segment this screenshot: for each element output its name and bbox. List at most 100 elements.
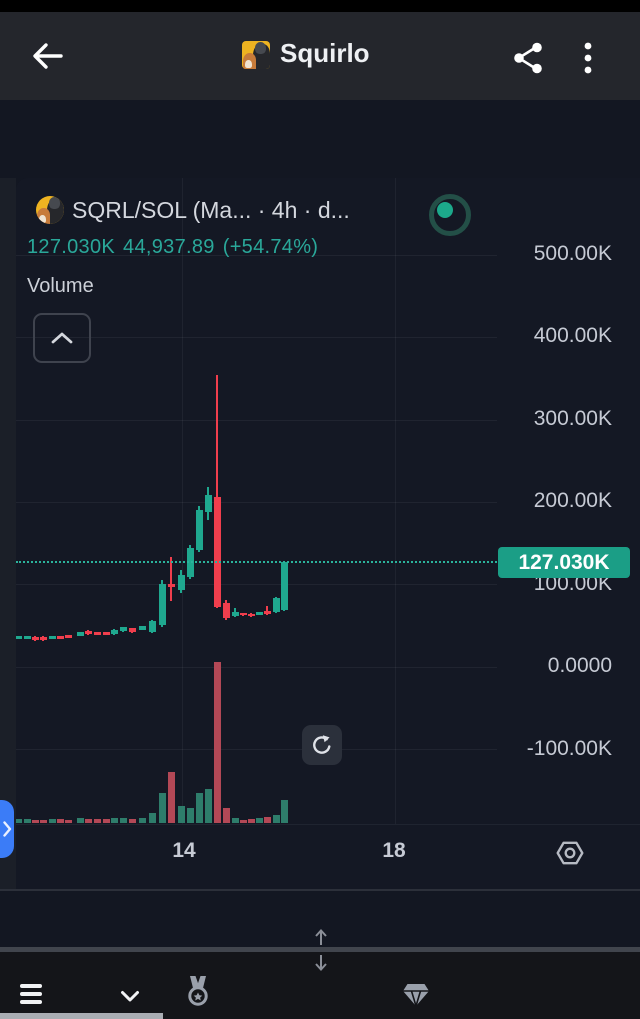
volume-bar [119, 818, 127, 823]
gem-icon [403, 984, 429, 1007]
volume-bar [239, 820, 247, 823]
candle-body [231, 612, 239, 616]
settings-hexagon-icon [556, 841, 584, 865]
candle-body [167, 583, 175, 588]
y-axis-label: 0.0000 [547, 654, 612, 677]
medal-icon [188, 976, 208, 1006]
volume-bar [23, 819, 31, 823]
resize-arrow-down-icon [315, 955, 327, 971]
volume-bar [247, 819, 255, 823]
symbol-title[interactable]: SQRL/SOL (Ma... · 4h · d... [72, 197, 350, 223]
candle-body [64, 635, 72, 638]
reset-view-button[interactable] [302, 725, 342, 765]
volume-bar [231, 818, 239, 823]
collapse-legend-button[interactable] [33, 313, 91, 363]
pane-resize-handle[interactable] [0, 947, 640, 952]
candle-body [213, 496, 221, 607]
volume-bar [222, 808, 230, 823]
app-bar: Squirlo [0, 12, 640, 100]
volume-bar [158, 793, 166, 823]
axis-settings-button[interactable] [552, 836, 588, 870]
last-price-line [16, 561, 497, 563]
token-avatar [242, 41, 270, 69]
volume-bar [16, 819, 22, 823]
price-change: (+54.74%) [222, 236, 319, 258]
candle-body [16, 635, 22, 639]
volume-bar [138, 818, 146, 823]
resize-arrow-up-icon [315, 929, 327, 945]
vertical-gridline [182, 178, 183, 824]
row-separator [0, 889, 640, 891]
candle-body [204, 495, 212, 512]
volume-legend[interactable]: Volume [27, 275, 94, 297]
volume-bar [64, 820, 72, 823]
volume-bar [177, 806, 185, 823]
price-scale[interactable]: 500.00K 400.00K 300.00K 200.00K 100.00K … [497, 178, 640, 824]
txns-list-icon [20, 984, 42, 1008]
candle-body [102, 632, 110, 635]
candle-body [239, 612, 247, 616]
volume-bar [255, 818, 263, 823]
refresh-icon [313, 735, 331, 754]
volume-bar [263, 817, 271, 823]
active-tab-indicator [0, 1013, 163, 1019]
market-status-ring [429, 194, 471, 236]
horizontal-gridline [16, 337, 497, 338]
price-summary: 127.030K 44,937.89 (+54.74%) [27, 236, 326, 259]
back-button[interactable] [28, 36, 68, 76]
volume-bar [48, 819, 56, 823]
quote-value: 44,937.89 [123, 236, 215, 258]
candle-body [195, 510, 203, 550]
y-axis-label: -100.00K [526, 737, 612, 760]
chevron-down-icon[interactable] [120, 990, 140, 1003]
volume-bar [39, 820, 47, 823]
last-price-tag: 127.030K [498, 547, 630, 578]
y-axis-label: 500.00K [533, 242, 612, 265]
share-button[interactable] [508, 38, 548, 78]
y-axis-label: 400.00K [533, 324, 612, 347]
horizontal-gridline [16, 667, 497, 668]
candle-body [48, 635, 56, 639]
side-panel-handle[interactable] [0, 800, 14, 858]
candle-body [76, 632, 84, 636]
candle-body [247, 613, 255, 617]
last-price: 127.030K [27, 236, 116, 258]
back-arrow-icon [33, 43, 63, 69]
candle-wick [170, 557, 172, 602]
y-axis-label: 200.00K [533, 489, 612, 512]
candle-body [158, 583, 166, 626]
volume-bar [102, 819, 110, 823]
volume-bar [128, 819, 136, 823]
candle-body [177, 574, 185, 590]
horizontal-gridline [16, 255, 497, 256]
candle-body [23, 635, 31, 639]
volume-bar [84, 819, 92, 823]
chart-panel[interactable] [16, 178, 640, 890]
symbol-avatar [36, 196, 64, 224]
candle-wick [266, 605, 268, 616]
candle-body [84, 630, 92, 635]
horizontal-gridline [16, 420, 497, 421]
volume-bar [76, 818, 84, 823]
candlestick-chart[interactable] [16, 178, 497, 827]
y-axis-label: 300.00K [533, 407, 612, 430]
x-axis-label: 18 [382, 839, 406, 862]
status-bar [0, 0, 640, 12]
volume-bar [110, 818, 118, 823]
menu-button[interactable] [572, 38, 604, 78]
horizontal-gridline [16, 502, 497, 503]
page-title: Squirlo [280, 38, 370, 68]
volume-bar [204, 789, 212, 823]
candle-body [31, 636, 39, 641]
volume-bar [213, 662, 221, 823]
volume-bar [280, 800, 288, 823]
timeframe-toolbar: 1s 1m 5m 15m 1h 4h D [0, 100, 640, 262]
candle-body [119, 627, 127, 631]
candle-body [128, 628, 136, 633]
horizontal-gridline [16, 584, 497, 585]
volume-bar [167, 772, 175, 823]
candle-body [280, 562, 288, 611]
volume-bar [195, 793, 203, 823]
candle-body [272, 597, 280, 612]
